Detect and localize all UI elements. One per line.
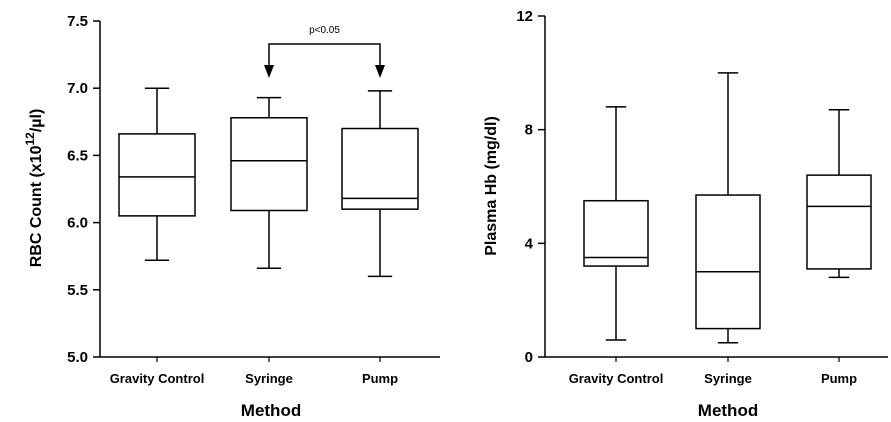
iqr-box <box>583 199 649 267</box>
hb-y-tick-label: 0 <box>525 349 533 366</box>
hb-box-0 <box>583 106 649 341</box>
iqr-box <box>230 117 308 212</box>
rbc-y-axis-title: RBC Count (x1012/µl) <box>23 109 45 268</box>
hb-boxes <box>583 72 872 344</box>
hb-y-ticks: 0 4 8 12 <box>516 8 545 366</box>
rbc-y-tick-label: 6.5 <box>67 147 88 164</box>
rbc-y-tick-label: 5.5 <box>67 282 88 299</box>
rbc-y-ticks: 5.0 5.5 6.0 6.5 7.0 7.5 <box>67 13 100 366</box>
rbc-x-category-label: Syringe <box>245 371 293 386</box>
hb-x-category-label: Pump <box>821 371 857 386</box>
hb-box-2 <box>806 109 872 279</box>
rbc-box-1 <box>230 96 308 270</box>
iqr-box <box>695 194 761 330</box>
arrow-head <box>375 65 385 78</box>
rbc-boxes <box>118 87 419 278</box>
hb-box-1 <box>695 72 761 344</box>
rbc-count-chart: 5.0 5.5 6.0 6.5 7.0 7.5 Gravity Control Syring… <box>23 13 440 420</box>
hb-x-axis-title: Method <box>698 401 758 420</box>
hb-x-category-label: Gravity Control <box>569 371 664 386</box>
hb-y-tick-label: 12 <box>516 8 533 25</box>
rbc-x-category-label: Gravity Control <box>110 371 205 386</box>
iqr-box <box>341 127 419 210</box>
rbc-significance-annotation: p<0.05 <box>264 25 385 78</box>
hb-x-category-label: Syringe <box>704 371 752 386</box>
hb-y-tick-label: 8 <box>525 122 533 139</box>
rbc-y-tick-label: 5.0 <box>67 349 88 366</box>
rbc-x-axis-title: Method <box>241 401 301 420</box>
significance-bracket <box>268 43 381 66</box>
rbc-x-categories: Gravity Control Syringe Pump <box>110 357 398 386</box>
rbc-y-tick-label: 6.0 <box>67 215 88 232</box>
rbc-y-tick-label: 7.5 <box>67 13 88 30</box>
significance-label: p<0.05 <box>309 25 340 36</box>
rbc-y-tick-label: 7.0 <box>67 80 88 97</box>
rbc-box-2 <box>341 90 419 278</box>
hb-axes <box>544 16 888 358</box>
rbc-box-0 <box>118 87 196 261</box>
hb-y-axis-title: Plasma Hb (mg/dl) <box>483 116 500 256</box>
hb-y-tick-label: 4 <box>525 235 534 252</box>
iqr-box <box>806 174 872 270</box>
arrow-head <box>264 65 274 78</box>
rbc-x-category-label: Pump <box>362 371 398 386</box>
hb-x-categories: Gravity Control Syringe Pump <box>569 357 857 386</box>
iqr-box <box>118 133 196 217</box>
